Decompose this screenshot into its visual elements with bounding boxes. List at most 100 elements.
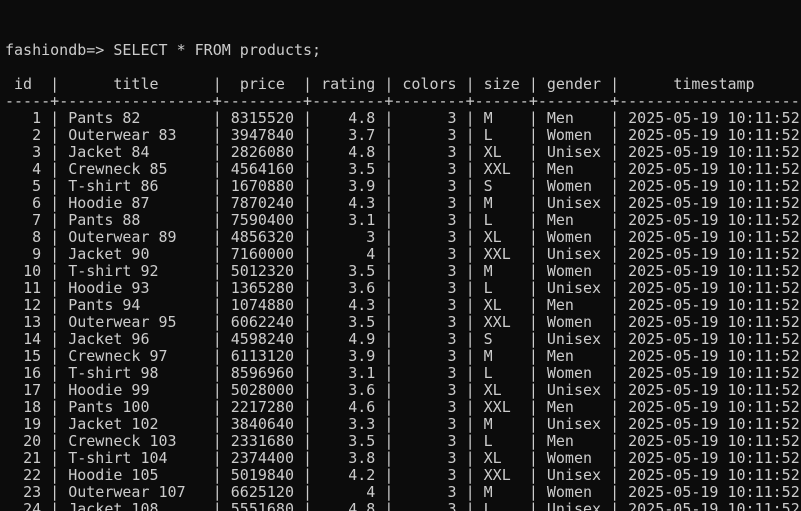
cell: 2025-05-19 10:11:52	[628, 330, 800, 348]
column-separator: |	[465, 160, 475, 178]
column-separator: |	[465, 500, 475, 511]
cell: 13	[23, 313, 42, 331]
header-row: id | title | price | rating | colors | s…	[5, 76, 801, 93]
column-header: size	[483, 75, 520, 93]
cell: 3947840	[230, 126, 294, 144]
prompt-line: fashiondb=> SELECT * FROM products;	[5, 42, 801, 59]
column-separator: |	[528, 211, 538, 229]
cell: 2025-05-19 10:11:52	[628, 347, 800, 365]
column-separator: |	[50, 194, 60, 212]
column-separator: |	[50, 279, 60, 297]
cell: 18	[23, 398, 42, 416]
column-separator: |	[465, 347, 475, 365]
table-row: 13 | Outerwear 95 | 6062240 | 3.5 | 3 | …	[5, 314, 801, 331]
cell: 4.3	[348, 296, 376, 314]
table-row: 17 | Hoodie 99 | 5028000 | 3.6 | 3 | XL …	[5, 382, 801, 399]
column-header: id	[14, 75, 33, 93]
column-separator: |	[384, 415, 394, 433]
cell: 4	[366, 483, 376, 501]
cell: 2374400	[230, 449, 294, 467]
cell: Crewneck 97	[68, 347, 168, 365]
column-separator: |	[465, 432, 475, 450]
cell: 17	[23, 381, 42, 399]
column-separator: |	[465, 364, 475, 382]
column-separator: |	[465, 415, 475, 433]
cell: M	[483, 194, 493, 212]
cell: 7590400	[230, 211, 294, 229]
table-row: 21 | T-shirt 104 | 2374400 | 3.8 | 3 | X…	[5, 450, 801, 467]
column-separator: |	[528, 160, 538, 178]
cell: 2025-05-19 10:11:52	[628, 143, 800, 161]
cell: 2025-05-19 10:11:52	[628, 109, 800, 127]
cell: Men	[546, 398, 574, 416]
column-separator: |	[465, 143, 475, 161]
column-separator: |	[212, 432, 222, 450]
column-separator: |	[212, 449, 222, 467]
cell: 3.5	[348, 432, 376, 450]
cell: 3.5	[348, 262, 376, 280]
cell: Unisex	[546, 415, 602, 433]
column-separator: |	[610, 143, 620, 161]
column-separator: |	[610, 449, 620, 467]
column-separator: |	[50, 313, 60, 331]
column-separator: |	[384, 143, 394, 161]
column-separator: |	[528, 296, 538, 314]
column-separator: |	[528, 177, 538, 195]
cell: Hoodie 93	[68, 279, 150, 297]
column-separator: |	[465, 228, 475, 246]
column-separator: |	[610, 279, 620, 297]
table-row: 11 | Hoodie 93 | 1365280 | 3.6 | 3 | L |…	[5, 280, 801, 297]
column-separator: |	[303, 347, 313, 365]
cell: Hoodie 87	[68, 194, 150, 212]
cell: 2025-05-19 10:11:52	[628, 449, 800, 467]
cell: 3	[447, 228, 457, 246]
cell: L	[483, 211, 493, 229]
cell: 2826080	[230, 143, 294, 161]
cell: 2217280	[230, 398, 294, 416]
cell: XL	[483, 449, 502, 467]
rule: ---------	[221, 92, 304, 110]
column-separator: |	[212, 228, 222, 246]
table-row: 8 | Outerwear 89 | 4856320 | 3 | 3 | XL …	[5, 229, 801, 246]
cell: XXL	[483, 245, 511, 263]
cell: 4564160	[230, 160, 294, 178]
column-separator: |	[50, 228, 60, 246]
table-row: 24 | Jacket 108 | 5551680 | 4.8 | 3 | L …	[5, 501, 801, 511]
cell: 8596960	[230, 364, 294, 382]
column-separator: |	[610, 415, 620, 433]
cell: 5551680	[230, 500, 294, 511]
cell: 2025-05-19 10:11:52	[628, 364, 800, 382]
column-separator: |	[384, 262, 394, 280]
column-separator: |	[610, 364, 620, 382]
column-separator: |	[384, 398, 394, 416]
header-separator: -----+-----------------+---------+------…	[5, 93, 801, 110]
column-separator: |	[50, 211, 60, 229]
column-separator: |	[212, 500, 222, 511]
column-separator: |	[465, 262, 475, 280]
cell: XXL	[483, 313, 511, 331]
column-separator: |	[50, 415, 60, 433]
column-separator: +	[465, 92, 475, 110]
column-separator: |	[303, 126, 313, 144]
column-separator: |	[465, 177, 475, 195]
cell: Men	[546, 160, 574, 178]
column-separator: |	[465, 483, 475, 501]
cell: Women	[546, 262, 593, 280]
column-separator: |	[212, 296, 222, 314]
column-separator: |	[212, 415, 222, 433]
column-separator: |	[610, 500, 620, 511]
cell: 2025-05-19 10:11:52	[628, 466, 800, 484]
column-separator: |	[528, 75, 538, 93]
cell: Unisex	[546, 500, 602, 511]
column-separator: |	[465, 211, 475, 229]
cell: 5012320	[230, 262, 294, 280]
cell: M	[483, 347, 493, 365]
cell: Women	[546, 449, 593, 467]
column-separator: |	[528, 449, 538, 467]
column-separator: |	[384, 313, 394, 331]
column-separator: |	[212, 262, 222, 280]
column-separator: |	[50, 364, 60, 382]
cell: 4.3	[348, 194, 376, 212]
cell: 3	[447, 381, 457, 399]
cell: 2025-05-19 10:11:52	[628, 228, 800, 246]
